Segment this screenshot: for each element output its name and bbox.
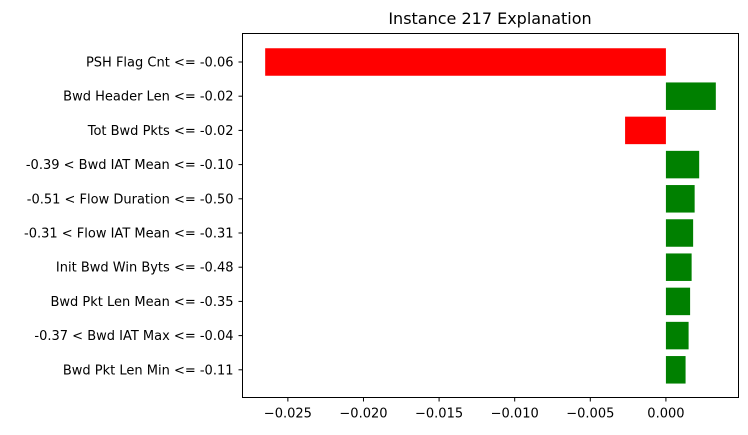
- x-tick-label: −0.015: [415, 407, 463, 422]
- y-tick-label: -0.51 < Flow Duration <= -0.50: [27, 192, 234, 207]
- x-tick-label: −0.025: [264, 407, 312, 422]
- y-axis: PSH Flag Cnt <= -0.06 Bwd Header Len <= -…: [24, 56, 243, 378]
- bar-5: [665, 219, 694, 247]
- x-axis: −0.025 −0.020 −0.015 −0.010 −0.005 0.000: [264, 397, 685, 422]
- y-tick-label: PSH Flag Cnt <= -0.06: [86, 56, 234, 71]
- bar-6: [665, 253, 692, 281]
- bar-8: [665, 321, 689, 350]
- y-tick-label: -0.39 < Bwd IAT Mean <= -0.10: [26, 158, 234, 173]
- chart-title: Instance 217 Explanation: [388, 9, 591, 28]
- y-tick-label: Bwd Pkt Len Mean <= -0.35: [50, 295, 233, 310]
- plot-frame: [242, 33, 739, 398]
- bar-4: [665, 185, 695, 213]
- y-tick-label: Bwd Header Len <= -0.02: [63, 90, 233, 105]
- bar-9: [665, 356, 686, 384]
- x-tick-label: 0.000: [647, 407, 684, 422]
- bar-2: [625, 116, 666, 145]
- x-tick-label: −0.010: [491, 407, 539, 422]
- x-tick-label: −0.005: [566, 407, 614, 422]
- y-tick-label: Tot Bwd Pkts <= -0.02: [87, 124, 234, 139]
- bars-group: [265, 48, 716, 384]
- bar-1: [665, 82, 716, 110]
- bar-0: [265, 48, 666, 76]
- y-tick-label: -0.37 < Bwd IAT Max <= -0.04: [34, 329, 233, 344]
- y-tick-label: Bwd Pkt Len Min <= -0.11: [63, 363, 234, 378]
- x-tick-label: −0.020: [339, 407, 387, 422]
- bar-7: [665, 287, 691, 316]
- y-tick-label: Init Bwd Win Byts <= -0.48: [56, 261, 234, 276]
- y-tick-label: -0.31 < Flow IAT Mean <= -0.31: [24, 227, 234, 242]
- bar-3: [665, 150, 700, 179]
